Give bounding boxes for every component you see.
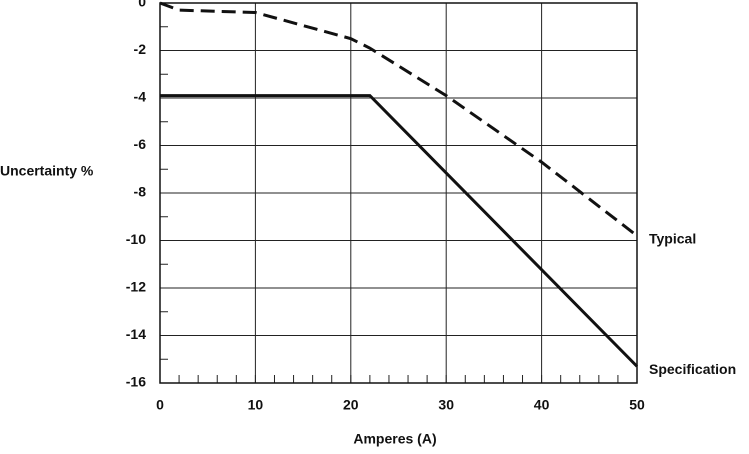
y-tick-label: 0 [138, 0, 146, 10]
x-axis-label: Amperes (A) [353, 431, 436, 447]
y-tick-label: -4 [134, 89, 147, 105]
y-tick-label: -12 [126, 279, 146, 295]
y-tick-label: -8 [134, 184, 147, 200]
series-label: Typical [649, 230, 696, 246]
x-tick-label: 50 [629, 397, 645, 413]
series-line [159, 1, 638, 237]
series-label: Specification [649, 361, 736, 377]
x-tick-label: 0 [156, 397, 164, 413]
x-tick-label: 10 [248, 397, 264, 413]
y-tick-label: -14 [126, 326, 146, 342]
y-axis-label: Uncertainty % [0, 163, 94, 179]
x-tick-label: 30 [438, 397, 454, 413]
x-tick-label: 20 [343, 397, 359, 413]
y-tick-label: -16 [126, 374, 146, 390]
y-tick-label: -10 [126, 231, 146, 247]
y-tick-label: -6 [134, 136, 147, 152]
x-tick-label: 40 [534, 397, 550, 413]
y-tick-label: -2 [134, 41, 147, 57]
plot-frame [159, 2, 638, 384]
series-line [160, 94, 639, 368]
